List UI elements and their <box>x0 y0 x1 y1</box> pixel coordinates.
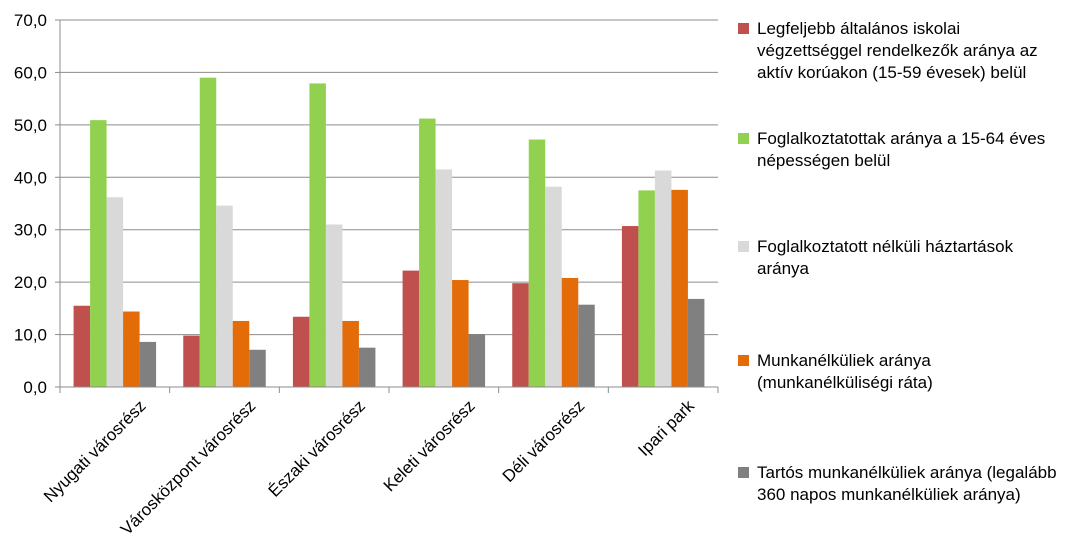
legend-item-unemployment: Munkanélküliek aránya (munkanélküliségi … <box>738 350 1068 394</box>
bar <box>512 283 529 387</box>
bar <box>419 118 436 388</box>
bar <box>402 270 420 387</box>
bar <box>106 197 124 387</box>
bar <box>73 305 91 387</box>
legend-item-low-education: Legfeljebb általános iskolai végzettségg… <box>738 18 1068 84</box>
bar <box>232 320 250 387</box>
y-tick-label: 60,0 <box>14 63 47 82</box>
x-tick-label: Ipari park <box>634 396 698 460</box>
legend-swatch <box>738 355 749 366</box>
bar <box>528 139 546 387</box>
legend-label: Foglalkoztatott nélküli háztartások arán… <box>757 237 1014 278</box>
bar <box>468 334 486 387</box>
bar <box>183 335 200 387</box>
y-tick-label: 0,0 <box>23 378 47 397</box>
bar <box>90 120 107 387</box>
bar <box>561 277 579 387</box>
bar <box>123 311 140 387</box>
legend-label: Tartós munkanélküliek aránya (legalább 3… <box>757 463 1057 504</box>
legend-item-employment: Foglalkoztatottak aránya a 15-64 éves né… <box>738 128 1068 172</box>
x-tick-label: Nyugati városrész <box>40 396 150 506</box>
bar <box>325 224 343 387</box>
bar <box>435 169 453 387</box>
legend-swatch <box>738 241 749 252</box>
bar <box>638 190 655 387</box>
legend-label: Munkanélküliek aránya (munkanélküliségi … <box>757 351 933 392</box>
bar <box>216 205 233 387</box>
bar <box>342 320 359 387</box>
y-tick-label: 30,0 <box>14 221 47 240</box>
bar <box>621 226 639 387</box>
bar <box>654 170 672 387</box>
bar <box>199 77 217 388</box>
legend-item-jobless-households: Foglalkoztatott nélküli háztartások arán… <box>738 236 1068 280</box>
bar <box>249 349 266 387</box>
bar <box>452 280 469 387</box>
legend-label: Legfeljebb általános iskolai végzettségg… <box>757 19 1038 82</box>
legend-item-long-term-unemployment: Tartós munkanélküliek aránya (legalább 3… <box>738 462 1068 506</box>
y-tick-label: 70,0 <box>14 11 47 30</box>
gridlines <box>60 19 718 336</box>
x-tick-label: Keleti városrész <box>380 396 479 495</box>
bar <box>309 83 326 387</box>
bar <box>687 298 705 387</box>
legend-swatch <box>738 467 749 478</box>
y-tick-label: 20,0 <box>14 273 47 292</box>
y-tick-label: 10,0 <box>14 326 47 345</box>
bar <box>292 316 310 387</box>
axes <box>55 19 719 393</box>
x-tick-label: Déli városrész <box>499 396 589 486</box>
y-tick-label: 40,0 <box>14 168 47 187</box>
bars <box>73 77 705 388</box>
bar <box>358 347 376 387</box>
x-tick-label: Északi városrész <box>265 396 369 500</box>
y-tick-labels: 0,0 10,0 20,0 30,0 40,0 50,0 60,0 70,0 <box>14 11 47 397</box>
y-tick-label: 50,0 <box>14 116 47 135</box>
bar <box>545 186 562 387</box>
legend-swatch <box>738 133 749 144</box>
bar <box>139 341 157 387</box>
bar <box>578 304 595 387</box>
bar <box>671 189 688 387</box>
legend-label: Foglalkoztatottak aránya a 15-64 éves né… <box>757 129 1046 170</box>
legend-swatch <box>738 23 749 34</box>
